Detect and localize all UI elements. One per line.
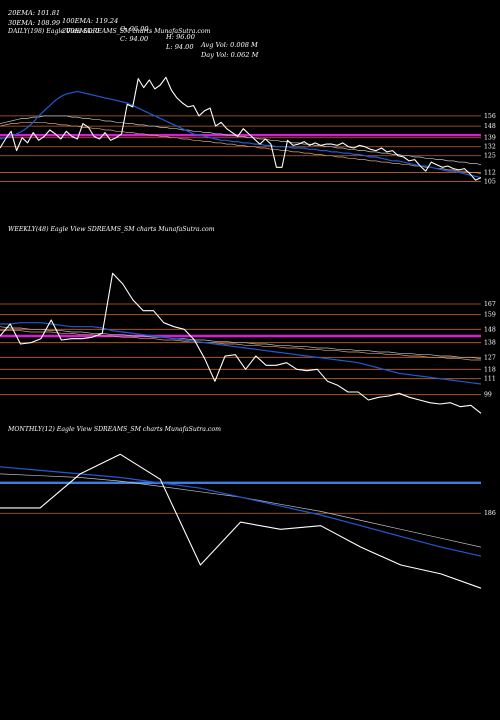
level-label: 111	[484, 376, 496, 383]
ema20-value: 20EMA: 101.81	[8, 9, 61, 17]
level-label: 105	[484, 178, 496, 185]
price-line	[0, 76, 482, 181]
weekly-panel-title: WEEKLY(48) Eagle View SDREAMS_SM charts …	[8, 226, 215, 233]
level-label: 127	[484, 354, 496, 361]
level-label: 148	[484, 326, 496, 333]
level-label: 148	[484, 123, 496, 130]
level-label: 138	[484, 340, 496, 347]
level-label: 186	[484, 510, 496, 517]
ema-fast-line	[0, 90, 482, 179]
avg-vol-value: Avg Vol: 0.008 M	[201, 41, 258, 49]
ema-slow-line	[0, 473, 482, 548]
ema100-value: 100EMA: 119.24	[62, 17, 119, 25]
level-label: 156	[484, 113, 496, 120]
level-label: 132	[484, 144, 496, 151]
level-label: 139	[484, 135, 496, 142]
level-label: 99	[484, 392, 492, 399]
daily-panel-title: DAILY(198) Eagle View SDREAMS_SM charts …	[8, 28, 211, 35]
level-label: 167	[484, 301, 496, 308]
level-label: 118	[484, 366, 496, 373]
day-vol-value: Day Vol: 0.062 M	[201, 51, 259, 59]
level-label: 112	[484, 169, 496, 176]
ema-slower-line	[0, 121, 482, 175]
low-value: L: 94.00	[166, 43, 194, 51]
price-line	[0, 453, 482, 589]
price-line	[0, 272, 482, 414]
ema-slow-line	[0, 115, 482, 166]
ema200-value: 200EMA: 0	[62, 27, 100, 35]
header-row-2: 30EMA: 108.99 200EMA: 0 C: 94.00 L: 94.0…	[8, 11, 258, 59]
open-value: O: 96.00	[120, 25, 149, 33]
close-value: C: 94.00	[120, 35, 149, 43]
ema-slower-line	[0, 330, 481, 361]
high-value: H: 96.00	[166, 33, 195, 41]
level-label: 159	[484, 312, 496, 319]
ema30-value: 30EMA: 108.99	[8, 19, 61, 27]
ema-slow-line	[0, 326, 482, 360]
level-label: 125	[484, 153, 496, 160]
monthly-panel-title: MONTHLY(12) Eagle View SDREAMS_SM charts…	[8, 426, 221, 433]
header-row-1: 20EMA: 101.81 100EMA: 119.24 O: 96.00 H:…	[8, 1, 258, 49]
ema-fast-line	[0, 322, 482, 385]
